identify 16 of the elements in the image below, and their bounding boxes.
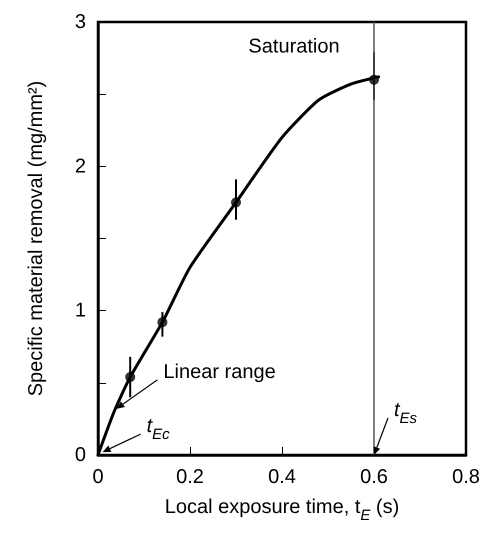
x-tick-label: 0 — [92, 466, 104, 488]
y-tick-label: 0 — [74, 444, 86, 466]
y-tick-label: 1 — [74, 300, 86, 322]
point — [231, 197, 241, 208]
x-tick-label: 0.6 — [360, 466, 388, 488]
point — [369, 74, 379, 85]
point — [125, 372, 136, 382]
y-axis-title: Specific material removal (mg/mm²) — [25, 80, 47, 396]
y-tick-label: 3 — [74, 11, 86, 33]
annotation: Saturation — [248, 36, 340, 58]
annotation: Linear range — [163, 360, 276, 383]
x-tick-label: 0.8 — [452, 466, 480, 488]
y-tick-label: 2 — [74, 155, 86, 178]
x-tick-label: 0.4 — [268, 466, 296, 488]
point — [157, 317, 168, 328]
x-tick-label: 0.2 — [176, 466, 204, 488]
